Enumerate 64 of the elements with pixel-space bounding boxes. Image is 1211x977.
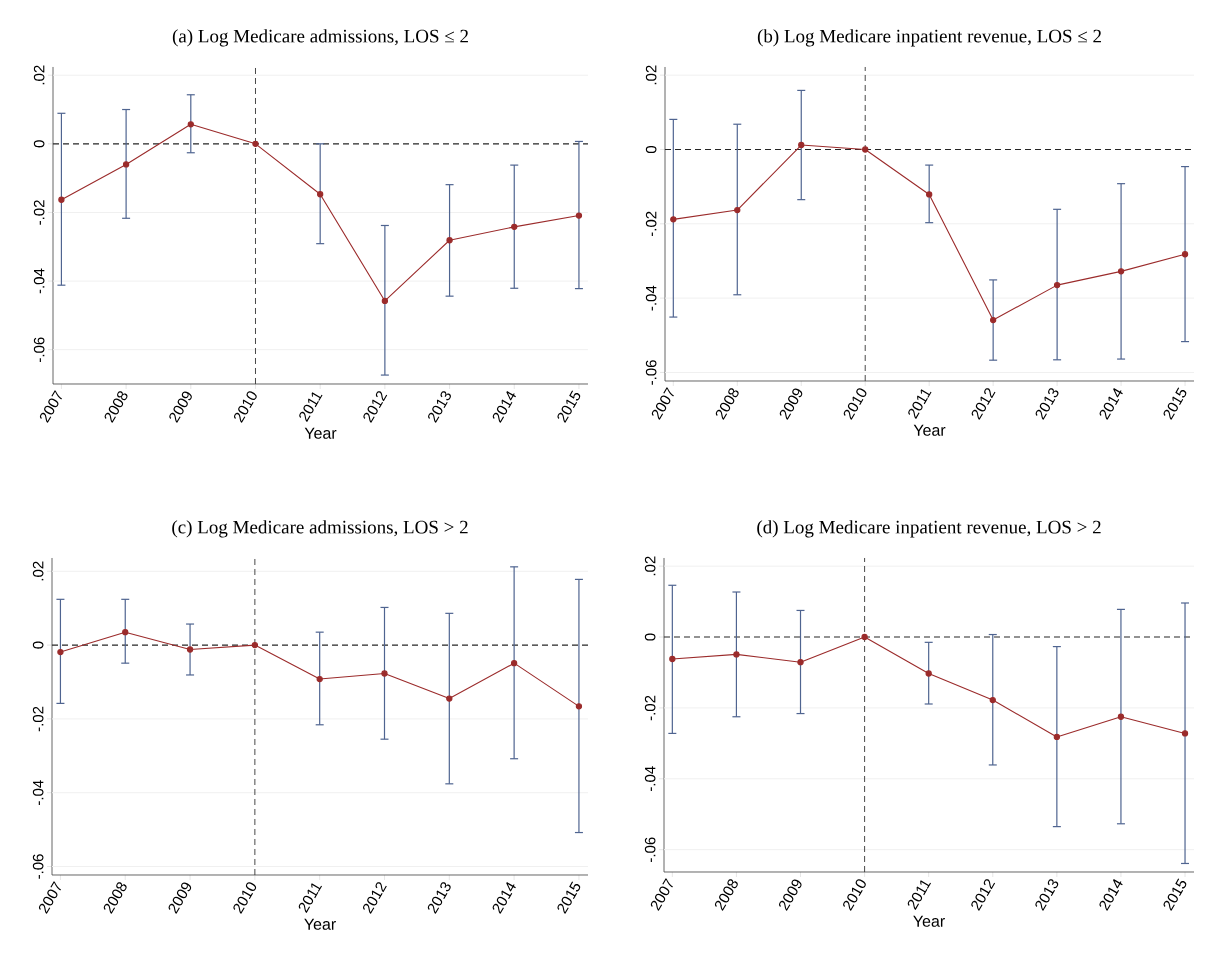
point: [57, 648, 64, 656]
y-tick-label: -.02: [645, 211, 657, 237]
point: [446, 695, 453, 702]
y-tick-label: .02: [32, 561, 44, 581]
point: [58, 196, 65, 203]
point: [989, 696, 996, 704]
point: [122, 629, 129, 636]
point: [734, 206, 741, 214]
point: [122, 161, 130, 168]
y-tick-label: .02: [644, 556, 656, 576]
y-tick-label: -.06: [32, 854, 44, 879]
point: [861, 633, 868, 641]
point: [251, 641, 259, 649]
point: [575, 703, 583, 710]
y-tick-label: -.02: [33, 200, 45, 225]
y-tick-label: -.02: [644, 695, 656, 721]
x-axis-title: Year: [913, 424, 946, 436]
x-axis-title: Year: [913, 915, 945, 927]
chart-title: (c) Log Medicare admissions, LOS > 2: [172, 520, 468, 538]
point: [926, 191, 933, 198]
y-tick-label: -.04: [32, 780, 44, 805]
point: [1053, 733, 1061, 741]
point: [670, 216, 677, 223]
point: [510, 660, 518, 667]
point: [317, 191, 324, 198]
point: [733, 651, 740, 658]
y-tick-label: .02: [645, 65, 657, 85]
point: [1181, 251, 1189, 258]
y-tick-label: -.04: [33, 268, 45, 294]
y-tick-label: -.06: [645, 360, 657, 385]
y-tick-label: 0: [644, 633, 656, 641]
point: [990, 316, 997, 324]
point: [798, 141, 805, 149]
y-tick-label: .02: [33, 65, 45, 85]
point: [381, 670, 388, 677]
x-axis-title: Year: [304, 427, 337, 439]
y-tick-label: 0: [645, 145, 657, 154]
point: [797, 659, 804, 666]
point: [316, 675, 323, 683]
y-tick-label: -.02: [32, 706, 44, 732]
point: [1117, 713, 1125, 720]
y-tick-label: -.06: [644, 837, 656, 862]
y-tick-label: -.04: [645, 285, 657, 311]
y-tick-label: -.04: [644, 766, 656, 792]
y-tick-label: -.06: [33, 337, 45, 362]
x-axis-title: Year: [304, 918, 336, 930]
point: [511, 223, 518, 231]
point: [187, 121, 194, 128]
chart-title: (b) Log Medicare inpatient revenue, LOS ≤ 2: [757, 29, 1101, 47]
y-tick-label: 0: [32, 641, 44, 649]
point: [1117, 268, 1125, 275]
chart-title: (d) Log Medicare inpatient revenue, LOS > 2: [757, 520, 1101, 538]
point: [925, 670, 932, 677]
point: [186, 646, 194, 653]
point: [1181, 730, 1189, 737]
point: [381, 297, 389, 305]
point: [669, 655, 676, 663]
point: [862, 146, 869, 153]
y-tick-label: 0: [33, 140, 45, 148]
point: [1053, 281, 1061, 289]
chart-title: (a) Log Medicare admissions, LOS ≤ 2: [172, 29, 468, 47]
point: [446, 237, 453, 244]
point: [575, 212, 583, 219]
point: [252, 140, 259, 147]
